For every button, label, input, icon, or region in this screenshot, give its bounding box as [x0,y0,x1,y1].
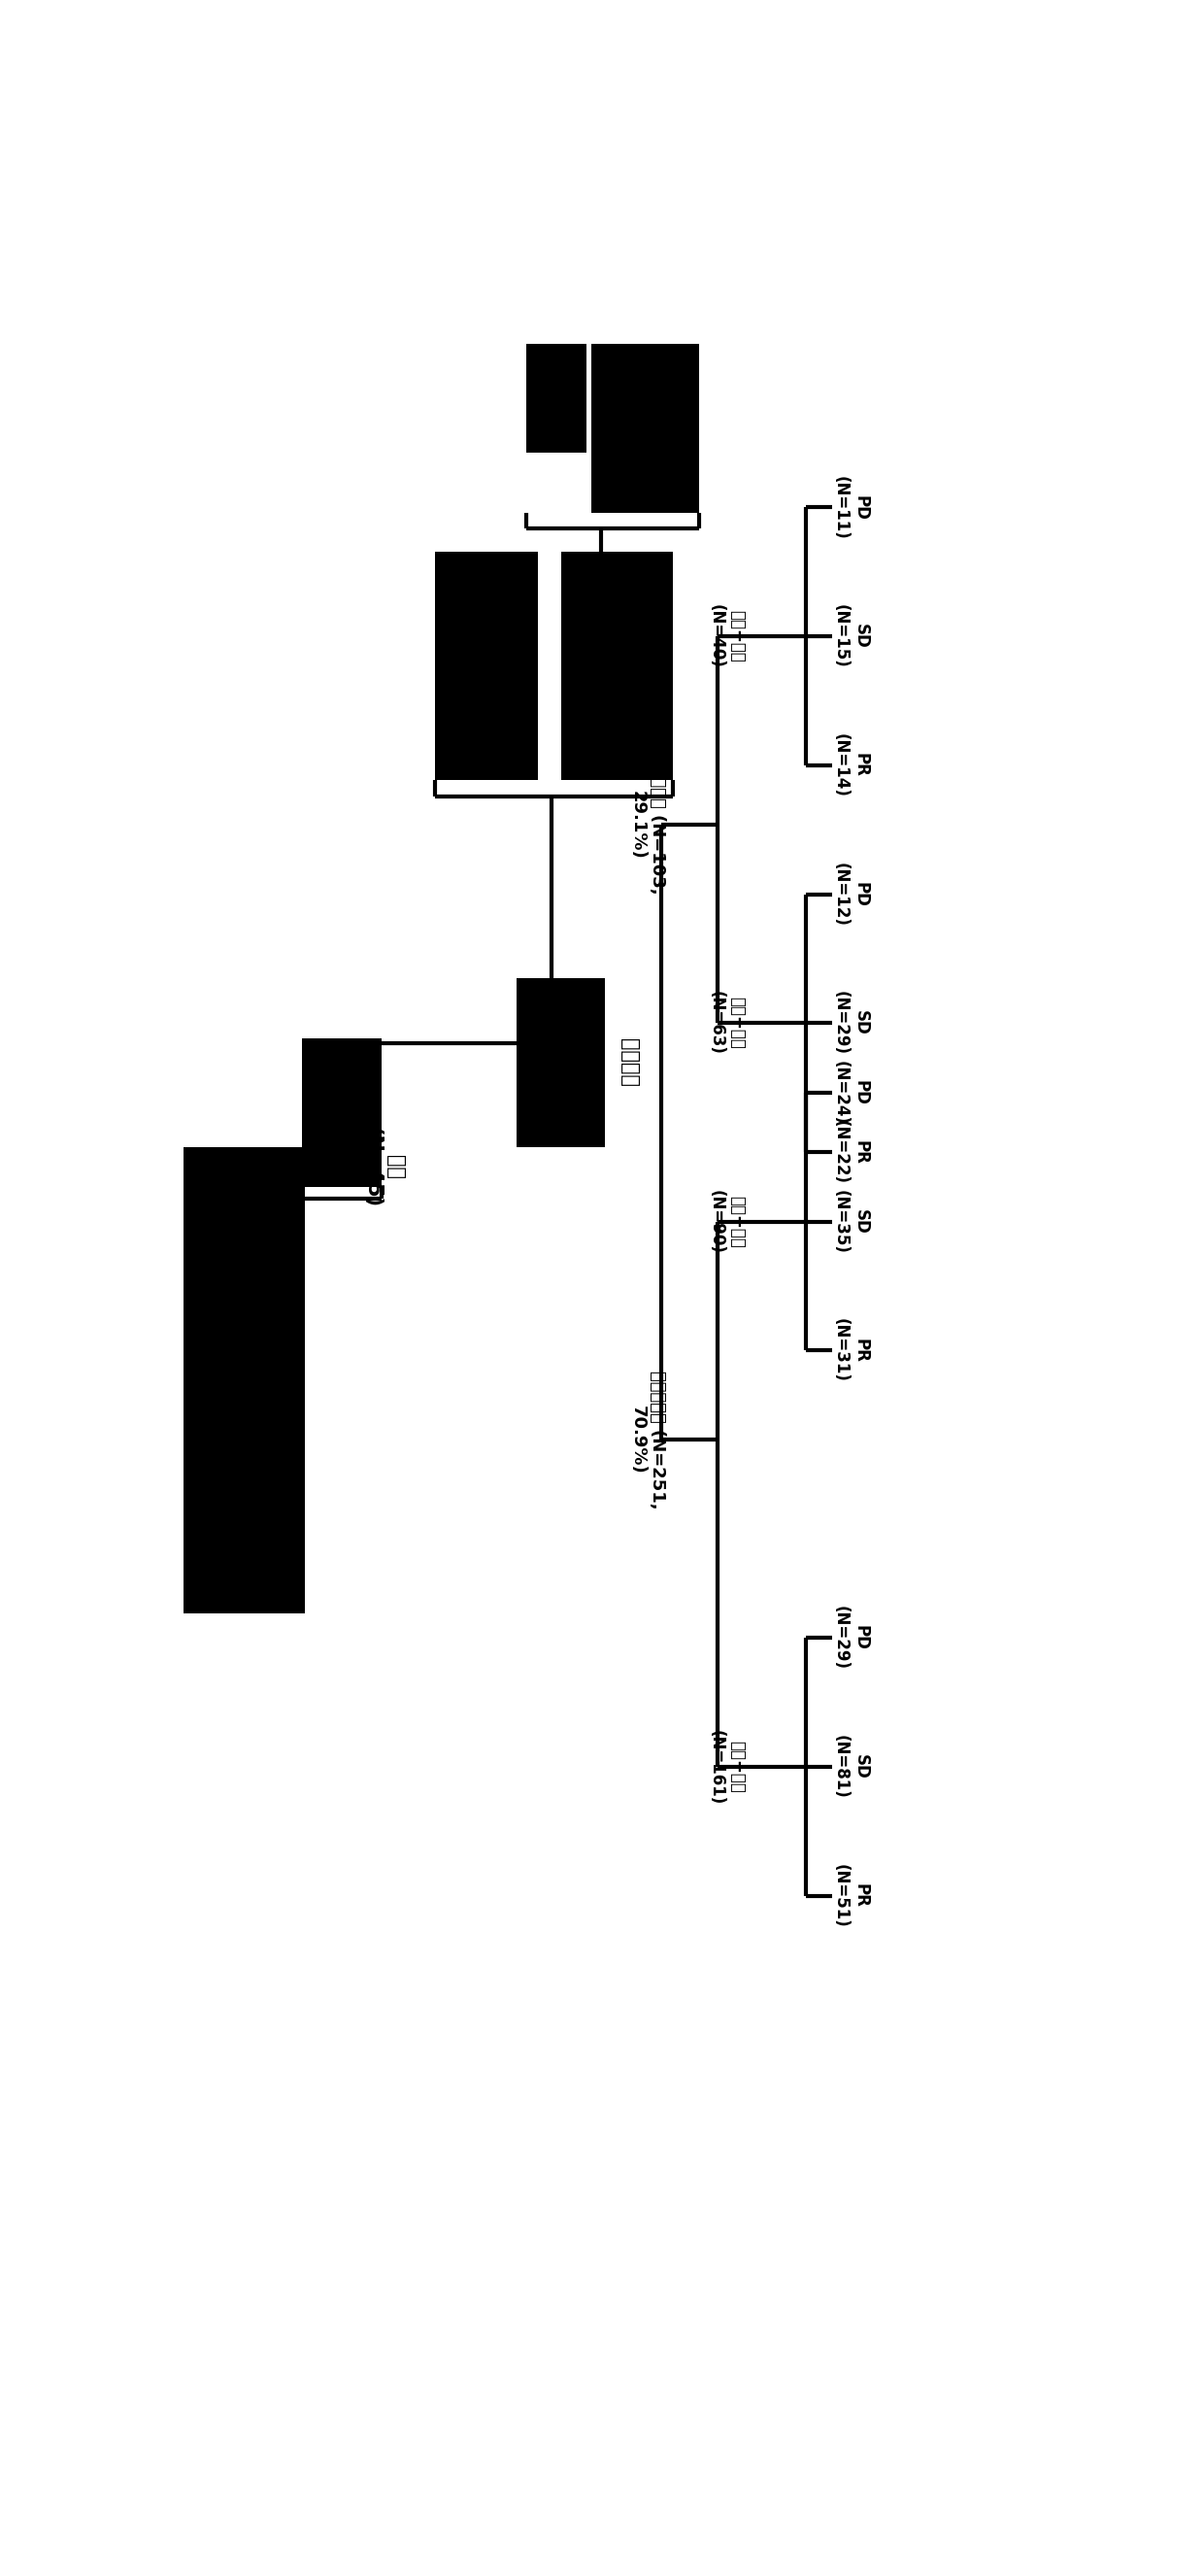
Text: SD
(N=35): SD (N=35) [832,1190,869,1255]
Text: 验证样本集 (N=103,
29.1%): 验证样本集 (N=103, 29.1%) [628,755,666,894]
Text: SD
(N=81): SD (N=81) [832,1736,869,1798]
Bar [561,551,673,781]
Text: PD
(N=12): PD (N=12) [832,863,869,927]
Bar [591,343,698,513]
Text: PR
(N=22): PR (N=22) [832,1121,869,1185]
Bar [435,551,538,781]
Text: PD
(N=11): PD (N=11) [832,477,869,538]
Text: PR
(N=51): PR (N=51) [832,1865,869,1927]
Text: 发现样本集 (N=251,
70.9%): 发现样本集 (N=251, 70.9%) [628,1370,666,1510]
Bar [183,1146,305,1613]
Text: 培美+顺铂
(N=63): 培美+顺铂 (N=63) [708,992,745,1056]
Text: SD
(N=15): SD (N=15) [832,605,869,667]
Text: PR
(N=14): PR (N=14) [832,734,869,799]
Text: PR
(N=31): PR (N=31) [832,1319,869,1383]
Text: 随机分组: 随机分组 [619,1038,638,1087]
Bar [517,979,606,1146]
Text: 培美+顺铂
(N=161): 培美+顺铂 (N=161) [708,1728,745,1806]
Text: 培美+卡铂
(N=90): 培美+卡铂 (N=90) [708,1190,745,1255]
Bar [526,343,586,453]
Text: 排除
(N=45): 排除 (N=45) [362,1126,405,1208]
Bar [302,1038,382,1188]
Text: 培美+卡铂
(N=40): 培美+卡铂 (N=40) [708,605,745,667]
Text: SD
(N=29): SD (N=29) [832,992,869,1056]
Text: PD
(N=29): PD (N=29) [832,1605,869,1669]
Text: PD
(N=24): PD (N=24) [832,1061,869,1126]
